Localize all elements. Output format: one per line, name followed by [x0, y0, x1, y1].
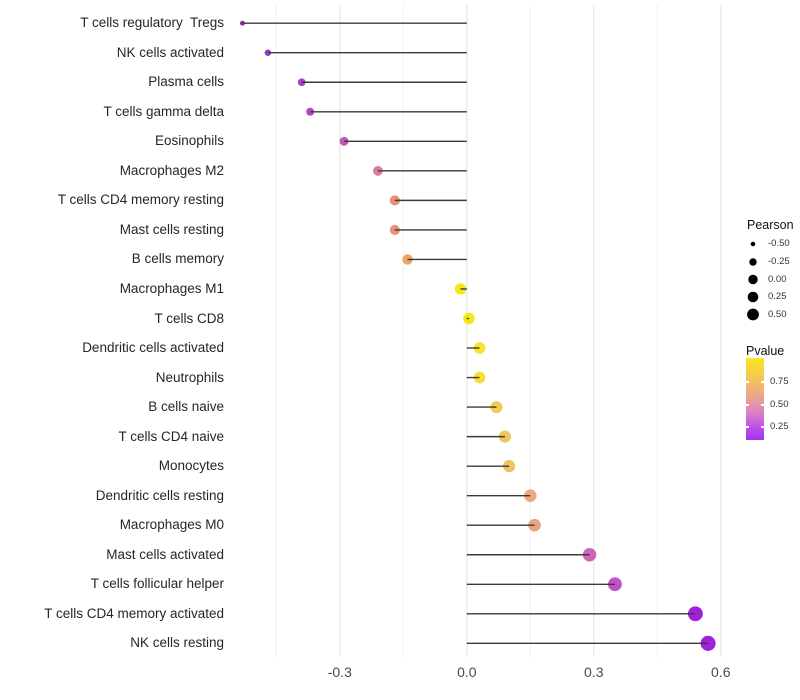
pvalue-gradient-bar	[746, 358, 764, 440]
pvalue-bar-tick	[761, 381, 764, 383]
y-axis-label: NK cells activated	[116, 44, 224, 60]
size-legend-dot	[747, 308, 759, 321]
y-axis-label: Macrophages M1	[119, 280, 224, 296]
size-legend-label: 0.00	[768, 273, 787, 285]
pvalue-bar-tick	[746, 404, 749, 406]
color-legend-title: Pvalue	[746, 344, 785, 358]
y-axis-label: Neutrophils	[155, 369, 224, 385]
pvalue-bar-tick	[761, 404, 764, 406]
size-legend-label: 0.50	[768, 308, 787, 320]
size-legend-dot	[747, 291, 759, 303]
pvalue-bar-tick	[761, 426, 764, 428]
x-axis-tick-label: 0.3	[584, 664, 604, 680]
pvalue-legend-label: 0.50	[770, 399, 789, 410]
y-axis-label: B cells memory	[131, 251, 224, 267]
x-axis-tick-label: 0.6	[711, 664, 731, 680]
size-legend-dot	[750, 241, 756, 247]
y-axis-label: Mast cells activated	[106, 546, 224, 562]
y-axis-label: T cells regulatory Tregs	[80, 15, 224, 31]
lollipop-dot	[700, 635, 716, 651]
size-legend-label: -0.25	[768, 256, 790, 267]
y-axis-label: Monocytes	[158, 458, 224, 474]
lollipop-dot	[306, 107, 315, 116]
y-axis-label: T cells CD4 naive	[118, 428, 224, 444]
y-axis-label: Mast cells resting	[119, 221, 224, 237]
y-axis-label: Eosinophils	[154, 133, 224, 149]
x-axis-tick-label: 0.0	[457, 664, 477, 680]
y-axis-label: T cells CD8	[154, 310, 224, 326]
size-legend-label: -0.50	[768, 238, 790, 249]
pvalue-legend-label: 0.75	[770, 376, 789, 387]
pvalue-bar-tick	[746, 381, 749, 383]
y-axis-label: T cells CD4 memory activated	[44, 605, 224, 621]
y-axis-label: Dendritic cells activated	[82, 340, 224, 356]
y-axis-label: Dendritic cells resting	[95, 487, 224, 503]
y-axis-label: Plasma cells	[148, 74, 224, 90]
lollipop-dot	[473, 342, 486, 354]
size-legend-title: Pearson	[747, 218, 794, 232]
size-legend-label: 0.25	[768, 291, 787, 302]
y-axis-label: T cells gamma delta	[103, 103, 224, 119]
size-legend-dot	[749, 258, 757, 266]
y-axis-label: Macrophages M2	[119, 162, 224, 178]
lollipop-dot	[473, 371, 486, 384]
y-axis-label: T cells follicular helper	[90, 576, 224, 592]
x-axis-tick-label: -0.3	[327, 664, 352, 680]
y-axis-label: NK cells resting	[130, 635, 224, 651]
y-axis-label: Macrophages M0	[119, 517, 224, 533]
pvalue-bar-tick	[746, 426, 749, 428]
y-axis-label: T cells CD4 memory resting	[57, 192, 224, 208]
lollipop-dot	[239, 20, 245, 26]
y-axis-label: B cells naive	[148, 399, 224, 415]
pvalue-legend-label: 0.25	[770, 421, 789, 432]
size-legend-dot	[748, 274, 758, 285]
lollipop-dot	[608, 577, 622, 592]
